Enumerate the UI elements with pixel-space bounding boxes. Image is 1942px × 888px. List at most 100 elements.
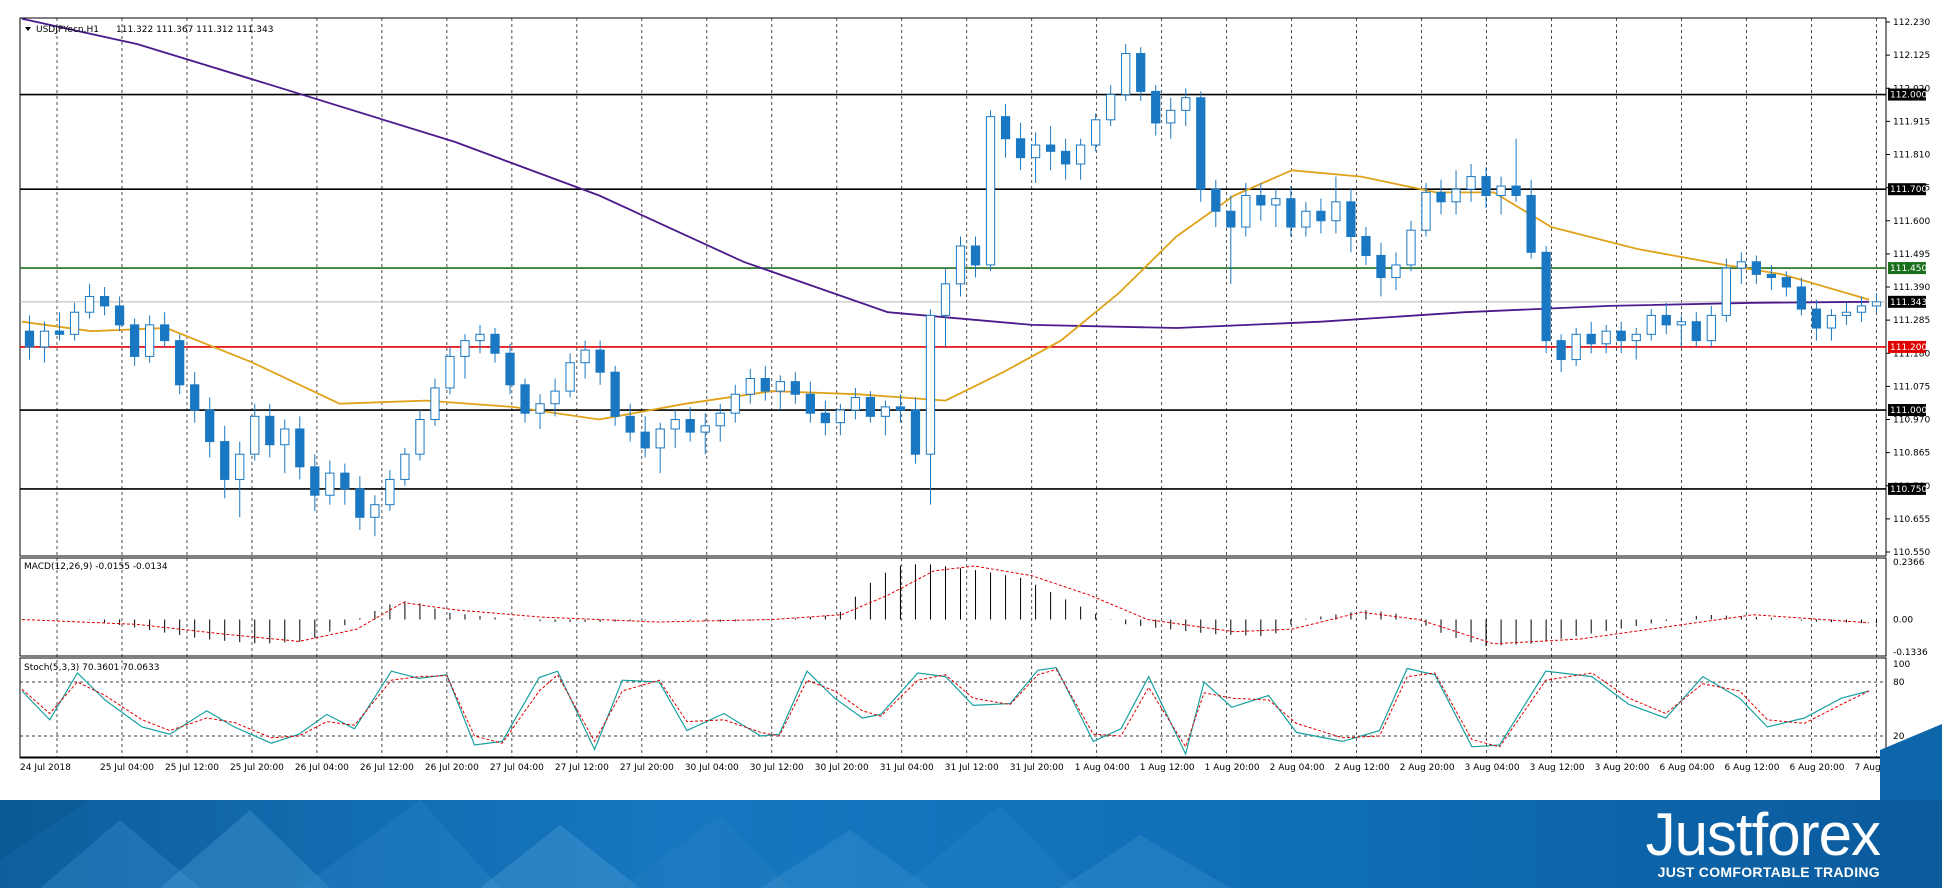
candle-bull [1496, 185, 1506, 197]
stoch-d-line [21, 668, 1870, 748]
stoch-k-line [21, 666, 1870, 756]
y-tick-label: 111.915 [1893, 117, 1930, 127]
candle-bull [1871, 301, 1882, 307]
macd-y-tick-label: 0.00 [1893, 616, 1913, 626]
brand-logo: Justforex JUST COMFORTABLE TRADING [1645, 801, 1881, 881]
candle-bull [1331, 201, 1341, 222]
stoch-y-tick-label: 80 [1893, 678, 1905, 688]
candle-bear [1316, 210, 1326, 222]
candle-bear [175, 340, 185, 386]
brand-tagline: JUST COMFORTABLE TRADING [1657, 864, 1880, 880]
candle-bear [1361, 236, 1371, 256]
candle-bull [715, 412, 725, 427]
candle-bull [370, 504, 380, 518]
candle-bull [1676, 321, 1686, 326]
candle-bear [865, 396, 876, 417]
candle-bear [685, 419, 695, 433]
candle-bull [460, 340, 470, 357]
candle-bull [1706, 314, 1716, 342]
candle-bear [265, 415, 275, 446]
x-tick-label: 30 Jul 12:00 [750, 763, 804, 773]
candle-bear [1691, 321, 1701, 342]
candle-bull [700, 425, 710, 433]
y-tick-label: 110.865 [1893, 449, 1930, 459]
candle-bull [400, 453, 410, 480]
candle-bear [805, 393, 815, 414]
candle-bear [114, 305, 125, 326]
price-panel: 112.230112.125112.020111.915111.810111.7… [20, 17, 1930, 558]
y-tick-label: 111.495 [1893, 250, 1930, 260]
candle-bear [610, 371, 620, 417]
macd-panel-title: MACD(12,26,9) -0.0155 -0.0134 [24, 562, 168, 572]
candle-bear [129, 324, 140, 357]
level-tag-label: 111.700 [1890, 185, 1927, 195]
x-tick-label: 2 Aug 12:00 [1335, 763, 1390, 773]
level-tag [1888, 262, 1926, 275]
candle-bear [520, 384, 530, 414]
candle-bear [790, 381, 800, 395]
candle-bull [565, 362, 575, 392]
candle-bull [1571, 333, 1581, 361]
candle-bear [1796, 286, 1807, 310]
stoch-panel-frame [19, 657, 1887, 759]
level-tag [1888, 404, 1926, 417]
candle-bull [1241, 195, 1251, 228]
candle-bear [1286, 198, 1296, 228]
candle-bull [925, 314, 936, 455]
candle-bull [1721, 267, 1731, 316]
candle-bear [1211, 188, 1221, 212]
candle-bear [1136, 53, 1146, 92]
x-tick-label: 31 Jul 20:00 [1010, 763, 1064, 773]
candle-bull [730, 393, 740, 414]
stoch-y-tick-label: 100 [1893, 660, 1910, 670]
candle-bear [1661, 314, 1671, 326]
candle-bull [1106, 94, 1116, 121]
x-tick-label: 3 Aug 20:00 [1595, 763, 1650, 773]
candle-bull [1301, 210, 1311, 228]
ma-slow-line [21, 17, 1870, 329]
y-tick-label: 110.550 [1893, 548, 1930, 558]
level-tag-label: 111.450 [1890, 264, 1927, 274]
candle-bear [910, 409, 921, 455]
y-tick-label: 110.655 [1893, 515, 1930, 525]
y-tick-label: 112.230 [1893, 18, 1930, 28]
candle-bear [1751, 261, 1761, 275]
brand-name: Justforex [1645, 801, 1881, 868]
candle-bear [895, 406, 906, 411]
y-tick-label: 111.600 [1893, 217, 1930, 227]
y-tick-label: 112.125 [1893, 51, 1930, 61]
y-tick-label: 111.285 [1893, 316, 1930, 326]
candle-bear [220, 441, 230, 480]
candle-bull [385, 478, 395, 506]
x-tick-label: 2 Aug 04:00 [1270, 763, 1325, 773]
candle-bull [475, 333, 485, 342]
macd-signal-line [21, 565, 1870, 645]
x-tick-label: 30 Jul 20:00 [815, 763, 869, 773]
x-axis-ticks: 24 Jul 2018 25 Jul 04:00 25 Jul 12:00 25 Ju… [20, 763, 1910, 773]
x-tick-label: 3 Aug 12:00 [1530, 763, 1585, 773]
collapse-triangle-icon[interactable] [25, 27, 31, 31]
banner-decoration [0, 800, 1230, 888]
candle-bull [535, 403, 545, 414]
candle-bull [1631, 333, 1641, 342]
candle-bear [340, 472, 350, 490]
x-tick-label: 27 Jul 04:00 [490, 763, 544, 773]
macd-y-tick-label: -0.1336 [1893, 648, 1928, 658]
x-tick-label: 1 Aug 04:00 [1075, 763, 1130, 773]
candle-bear [1481, 176, 1491, 197]
candle-bull [655, 428, 665, 449]
x-tick-label: 6 Aug 12:00 [1725, 763, 1780, 773]
candle-bear [54, 330, 65, 335]
candle-bull [850, 396, 861, 411]
candle-bull [69, 311, 80, 335]
candle-bear [1196, 97, 1206, 190]
level-tag-label: 110.750 [1890, 485, 1927, 495]
candle-bear [1436, 191, 1446, 203]
x-tick-label: 31 Jul 04:00 [880, 763, 934, 773]
candle-bear [310, 466, 320, 496]
candle-bear [1811, 308, 1822, 329]
candle-bull [145, 324, 155, 357]
level-tag [1888, 340, 1926, 353]
candle-bull [1166, 109, 1176, 124]
level-tag-label: 111.200 [1890, 343, 1927, 353]
